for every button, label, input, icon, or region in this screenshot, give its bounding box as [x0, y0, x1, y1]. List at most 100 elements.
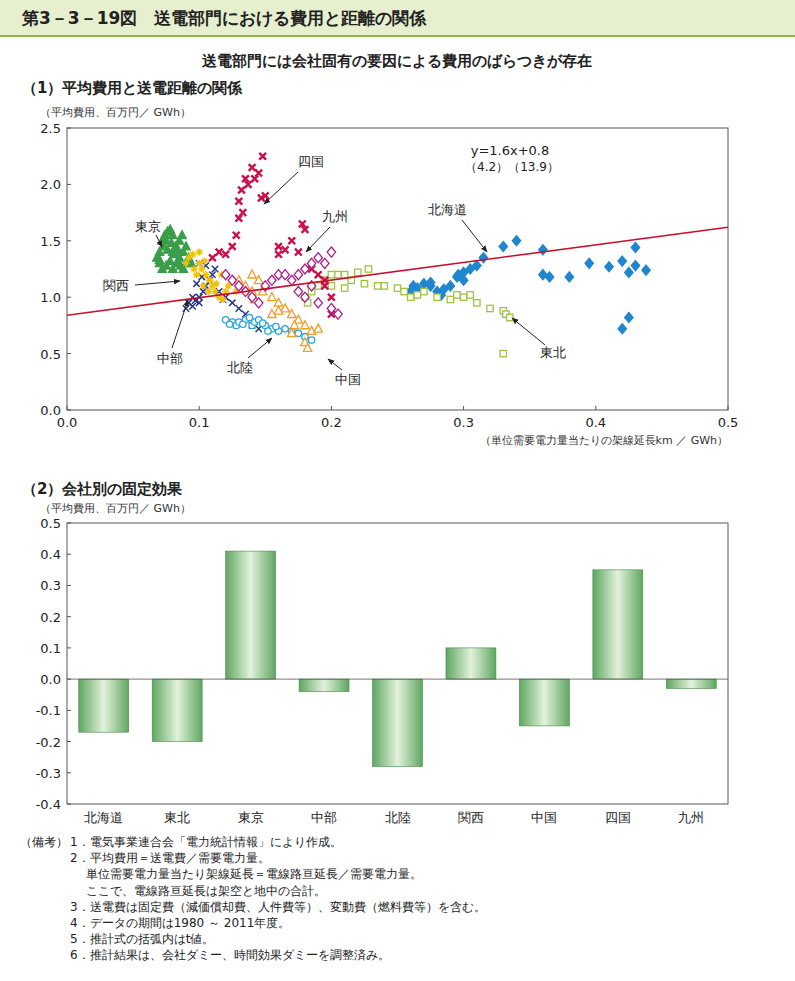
point	[308, 337, 314, 343]
point	[365, 266, 371, 272]
bar	[226, 551, 276, 679]
y-tick	[67, 647, 71, 648]
point	[249, 164, 256, 171]
y-tick	[67, 240, 71, 241]
bar	[299, 679, 349, 691]
series-label: 東京	[135, 219, 161, 234]
y-tick	[67, 804, 71, 805]
point	[460, 294, 466, 300]
point	[355, 269, 361, 275]
y-axis-label: （平均費用、百万円／ GWh）	[40, 106, 191, 119]
point	[479, 253, 487, 263]
x-tick-label: 0.4	[585, 415, 606, 430]
point	[221, 270, 229, 280]
point	[642, 265, 650, 275]
x-tick-label: 中部	[311, 810, 337, 825]
point	[268, 275, 276, 285]
point	[246, 314, 252, 320]
series	[221, 247, 342, 319]
point	[178, 231, 186, 239]
point	[258, 195, 265, 202]
point	[426, 277, 434, 287]
point	[288, 329, 296, 337]
point	[334, 309, 342, 319]
bar	[152, 679, 202, 741]
x-tick-label: 0.5	[718, 415, 739, 430]
series	[182, 248, 242, 303]
point	[254, 276, 262, 284]
point	[328, 294, 335, 301]
point	[335, 271, 341, 277]
point	[473, 261, 481, 271]
x-tick-label: 九州	[678, 810, 704, 825]
point	[229, 243, 236, 250]
point	[294, 270, 302, 280]
point	[314, 324, 322, 332]
zero-line	[67, 679, 728, 680]
point	[341, 271, 347, 277]
note-item: ここで、電線路亘延長は架空と地中の合計。	[86, 884, 326, 898]
y-tick	[67, 410, 71, 411]
y-tick	[67, 353, 71, 354]
point	[193, 280, 199, 286]
y-tick-label: 0.0	[40, 672, 61, 687]
note-item: 4．データの期間は1980 ～ 2011年度。	[70, 916, 290, 930]
y-tick-label: 0.2	[40, 610, 61, 625]
annotation: y=1.6x+0.8	[471, 143, 550, 158]
point	[259, 153, 266, 160]
point	[275, 243, 282, 250]
point	[212, 266, 218, 272]
point	[268, 310, 276, 318]
point	[209, 254, 216, 261]
x-tick-label: 北海道	[84, 810, 123, 825]
y-tick-label: -0.4	[36, 797, 61, 812]
series-label: 中部	[157, 351, 183, 366]
point	[248, 292, 256, 302]
series	[183, 260, 262, 332]
point	[303, 343, 311, 351]
note-item: 3．送電費は固定費（減価償却費、人件費等）、変動費（燃料費等）を含む。	[70, 900, 486, 914]
bar	[519, 679, 569, 726]
point	[499, 241, 507, 251]
y-tick	[67, 554, 71, 555]
point	[228, 275, 236, 285]
point	[295, 249, 302, 256]
point	[235, 198, 242, 205]
point	[401, 288, 407, 294]
page: 第3－3－19図 送電部門における費用と距離の関係送電部門には会社固有の要因によ…	[0, 0, 795, 981]
label-arrow	[328, 359, 342, 370]
chart-title: （2）会社別の固定効果	[22, 480, 183, 498]
series-label: 北陸	[227, 360, 253, 375]
x-tick-label: 東京	[238, 810, 264, 825]
point	[618, 324, 626, 334]
point	[233, 232, 240, 239]
point	[182, 242, 190, 250]
point	[167, 238, 175, 246]
y-tick	[67, 710, 71, 711]
plot-frame	[67, 523, 728, 804]
point	[200, 282, 207, 289]
point	[240, 321, 246, 327]
point	[239, 209, 246, 216]
y-tick-label: 1.0	[40, 290, 61, 305]
y-tick	[67, 741, 71, 742]
label-arrow	[306, 227, 330, 252]
point	[294, 287, 302, 297]
point	[282, 326, 288, 332]
chart-title: （1）平均費用と送電距離の関係	[22, 79, 243, 97]
series-label: 北海道	[428, 202, 467, 217]
series	[407, 236, 651, 334]
point	[216, 249, 223, 256]
series-label: 九州	[322, 209, 348, 224]
point	[302, 226, 309, 233]
notes-label: （備考）	[20, 835, 68, 849]
point	[288, 310, 296, 318]
note-item: 2．平均費用＝送電費／需要電力量。	[70, 851, 270, 865]
y-tick-label: 2.5	[40, 121, 61, 136]
x-tick	[728, 406, 729, 410]
point	[454, 292, 460, 298]
point	[189, 303, 195, 309]
y-axis-label: （平均費用、百万円／ GWh）	[40, 502, 191, 515]
y-tick-label: 0.4	[40, 547, 61, 562]
label-arrow	[264, 172, 298, 204]
